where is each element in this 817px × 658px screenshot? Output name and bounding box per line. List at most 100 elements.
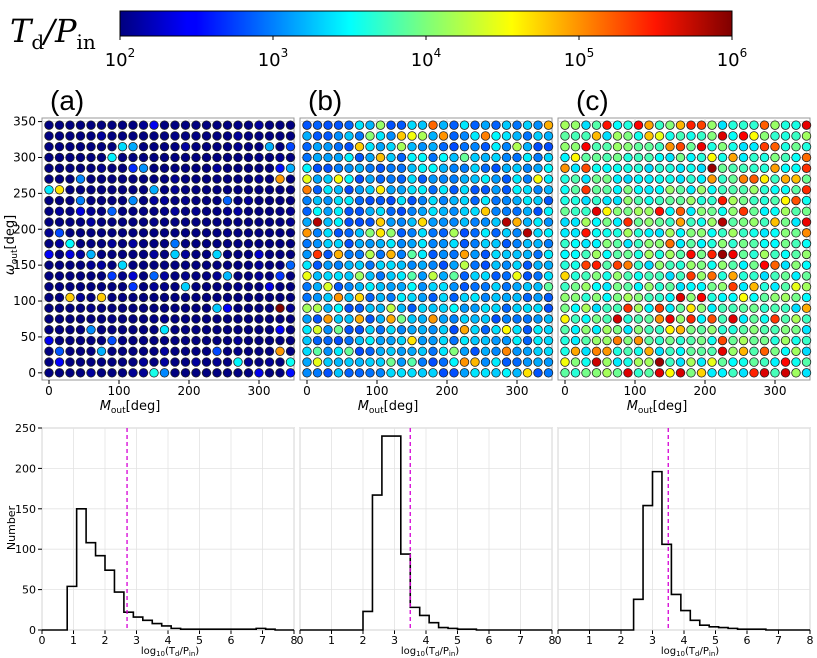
scatter-point (480, 195, 491, 206)
scatter-point (633, 335, 644, 346)
scatter-point (522, 281, 533, 292)
scatter-point (512, 195, 522, 206)
scatter-point (407, 206, 417, 217)
scatter-point (728, 174, 738, 184)
scatter-point (665, 152, 675, 163)
scatter-point (191, 292, 201, 303)
scatter-point (602, 303, 612, 313)
scatter-point (285, 281, 296, 292)
scatter-point (459, 238, 470, 249)
scatter-point (459, 357, 470, 367)
scatter-point (128, 131, 138, 141)
scatter-point (501, 292, 512, 303)
scatter-point (107, 174, 117, 184)
scatter-point (459, 314, 470, 324)
scatter-point (312, 228, 323, 238)
scatter-point (285, 249, 296, 260)
scatter-point (180, 185, 191, 195)
scatter-point (86, 346, 96, 356)
scatter-point (243, 217, 254, 227)
scatter-point (354, 195, 365, 206)
scatter-point (54, 271, 65, 281)
scatter-point (612, 163, 623, 173)
scatter-point (522, 131, 533, 141)
scatter-point (54, 335, 65, 346)
scatter-point (570, 368, 581, 378)
scatter-point (323, 174, 333, 184)
scatter-point (717, 206, 728, 217)
scatter-point (128, 346, 138, 356)
scatter-point (654, 281, 665, 292)
scatter-point (717, 185, 728, 195)
scatter-point (375, 185, 386, 195)
scatter-point (780, 195, 791, 206)
scatter-point (560, 152, 570, 163)
scatter-point (285, 303, 296, 313)
scatter-point (512, 174, 522, 184)
scatter-point (191, 185, 201, 195)
scatter-point (243, 163, 254, 173)
scatter-point (780, 163, 791, 173)
scatter-point (512, 152, 522, 163)
scatter-point (96, 174, 107, 184)
scatter-point (438, 271, 449, 281)
scatter-point (96, 281, 107, 292)
scatter-point (285, 131, 296, 141)
scatter-point (407, 314, 417, 324)
scatter-point (501, 174, 512, 184)
scatter-point (686, 185, 696, 195)
scatter-point (312, 163, 323, 173)
scatter-point (707, 346, 717, 356)
scatter-point (170, 357, 180, 367)
scatter-point (201, 368, 212, 378)
scatter-point (107, 249, 117, 260)
scatter-point (302, 120, 312, 130)
scatter-point (386, 260, 396, 270)
scatter-point (644, 325, 654, 335)
scatter-point (44, 292, 54, 303)
scatter-point (591, 120, 602, 130)
scatter-point (696, 131, 707, 141)
scatter-point (396, 152, 407, 163)
scatter-point (644, 217, 654, 227)
scatter-point (602, 346, 612, 356)
scatter-point (644, 357, 654, 367)
x-tick-label: 4 (165, 634, 172, 647)
x-tick-label: 7 (517, 634, 524, 647)
scatter-point (633, 131, 644, 141)
scatter-point (480, 238, 491, 249)
scatter-point (570, 260, 581, 270)
scatter-point (275, 142, 285, 152)
scatter-point (212, 174, 222, 184)
scatter-point (612, 142, 623, 152)
scatter-point (191, 325, 201, 335)
scatter-point (675, 206, 686, 217)
scatter-point (470, 217, 480, 227)
scatter-point (591, 314, 602, 324)
scatter-point (96, 357, 107, 367)
scatter-point (285, 195, 296, 206)
scatter-point (633, 281, 644, 292)
scatter-point (449, 195, 459, 206)
scatter-point (396, 228, 407, 238)
scatter-point (728, 228, 738, 238)
scatter-point (201, 335, 212, 346)
scatter-point (591, 174, 602, 184)
scatter-point (117, 271, 128, 281)
scatter-point (386, 303, 396, 313)
scatter-point (512, 325, 522, 335)
scatter-point (675, 271, 686, 281)
scatter-point (512, 249, 522, 260)
scatter-point (602, 120, 612, 130)
scatter-point (107, 260, 117, 270)
scatter-point (780, 281, 791, 292)
scatter-point (117, 346, 128, 356)
scatter-point (65, 303, 75, 313)
scatter-point (501, 152, 512, 163)
scatter-point (138, 303, 149, 313)
scatter-point (65, 131, 75, 141)
scatter-point (686, 228, 696, 238)
scatter-point (449, 260, 459, 270)
scatter-point (386, 314, 396, 324)
